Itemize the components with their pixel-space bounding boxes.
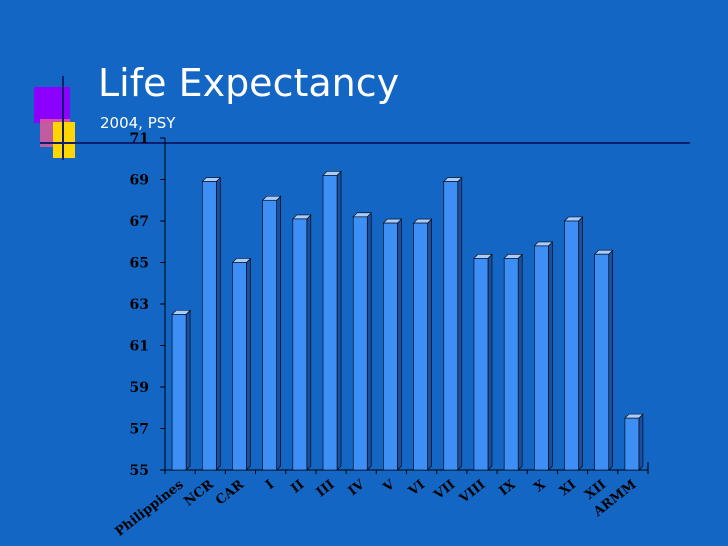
bar: [473, 258, 489, 471]
bar-side: [246, 257, 251, 471]
bar: [383, 222, 398, 471]
bar: [534, 245, 549, 471]
y-tick-label: 71: [130, 131, 149, 147]
x-tick-label: Philippines: [113, 477, 187, 539]
x-tick-label: X: [532, 477, 550, 496]
bar: [594, 253, 610, 471]
bar-side: [638, 413, 644, 471]
x-tick-label: I: [263, 477, 277, 493]
y-tick-label: 59: [130, 380, 149, 396]
y-tick-label: 63: [130, 297, 149, 313]
bar-side: [608, 249, 614, 471]
x-tick-label: V: [380, 477, 399, 496]
y-tick-label: 57: [130, 422, 149, 438]
bar-side: [548, 241, 553, 471]
decor-horizontal-rule: [40, 142, 690, 144]
bar-side: [427, 218, 432, 471]
bar: [201, 181, 217, 471]
slide-subtitle: 2004, PSY: [100, 114, 176, 132]
decor-yellow-square: [53, 122, 75, 158]
bar: [443, 181, 459, 471]
bar-side: [215, 176, 221, 471]
bar: [624, 417, 640, 471]
bar-side: [457, 176, 463, 471]
slide-title: Life Expectancy: [98, 61, 400, 105]
bar: [413, 222, 428, 471]
x-tick-label: VII: [431, 477, 459, 503]
bar: [564, 220, 579, 471]
bar-side: [487, 253, 493, 471]
bar-side: [336, 170, 342, 471]
bar-side: [366, 212, 372, 471]
y-tick-label: 55: [130, 463, 149, 479]
bar-side: [517, 253, 523, 471]
bar-side: [185, 309, 191, 471]
bar: [262, 199, 277, 471]
x-tick-label: IX: [497, 477, 520, 499]
bar: [232, 262, 247, 471]
x-tick-label: VIII: [456, 477, 488, 507]
x-tick-label: XI: [557, 477, 579, 499]
y-tick-label: 67: [130, 214, 149, 230]
bar-side: [306, 214, 312, 471]
y-tick-label: 65: [130, 256, 149, 272]
bar: [171, 314, 187, 471]
bar: [322, 175, 338, 471]
y-tick-label: 69: [130, 173, 149, 189]
x-tick-label: IV: [346, 477, 369, 499]
x-tick-label: CAR: [213, 477, 247, 508]
x-tick-label: II: [288, 477, 307, 496]
bar: [352, 216, 368, 471]
y-tick-label: 61: [130, 339, 149, 355]
bar: [503, 258, 519, 471]
bar: [292, 218, 308, 471]
bar-side: [276, 195, 281, 471]
x-tick-label: NCR: [181, 477, 216, 509]
x-tick-label: VI: [405, 477, 428, 499]
x-tick-label: III: [314, 477, 338, 500]
bar-side: [578, 216, 583, 471]
bar-side: [397, 218, 402, 471]
decor-purple-square: [34, 87, 70, 123]
decor-vertical-line: [62, 76, 64, 160]
